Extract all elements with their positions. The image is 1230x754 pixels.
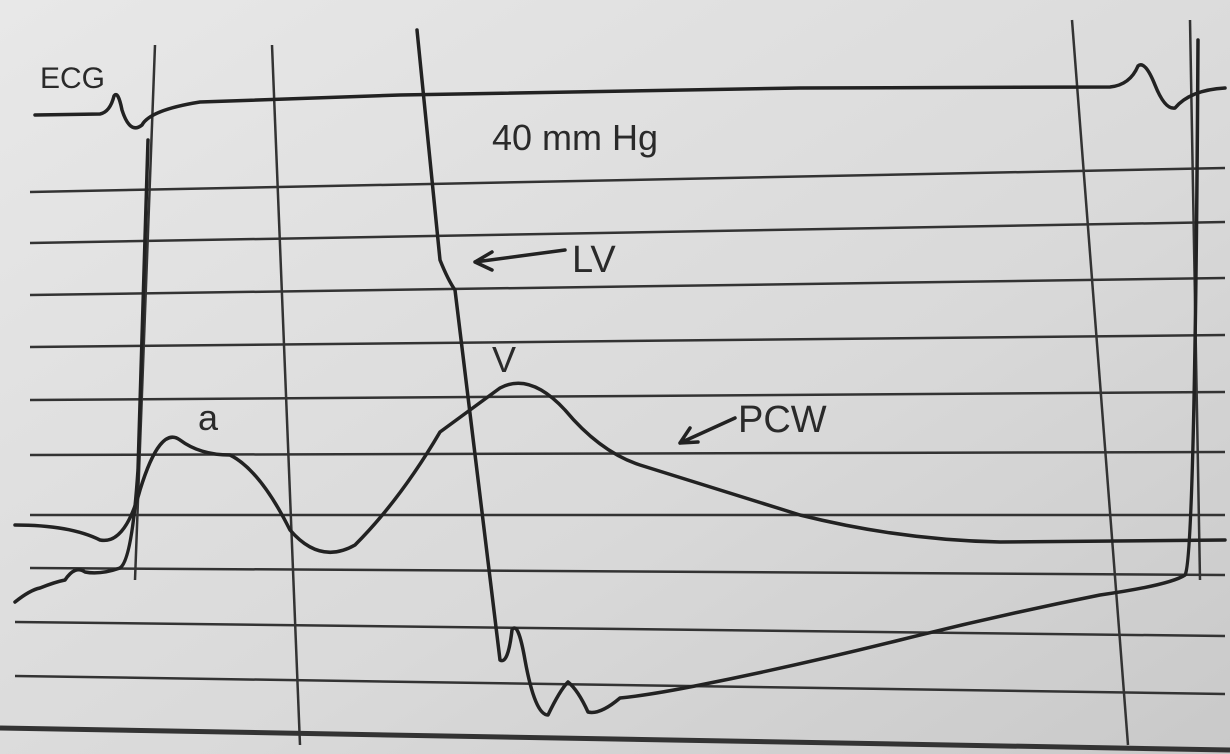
ecg-label: ECG xyxy=(40,62,105,95)
lv-arrow xyxy=(473,248,567,272)
pcw-label: PCW xyxy=(738,399,827,441)
lv-trace xyxy=(13,28,1200,717)
pcw-trace xyxy=(13,381,1227,554)
scale-label: 40 mm Hg xyxy=(492,117,658,158)
a-wave-label: a xyxy=(198,397,219,438)
pcw-arrow xyxy=(678,416,737,445)
ecg-trace xyxy=(33,63,1227,130)
lv-label: LV xyxy=(572,239,616,281)
v-wave-label: V xyxy=(492,339,516,380)
